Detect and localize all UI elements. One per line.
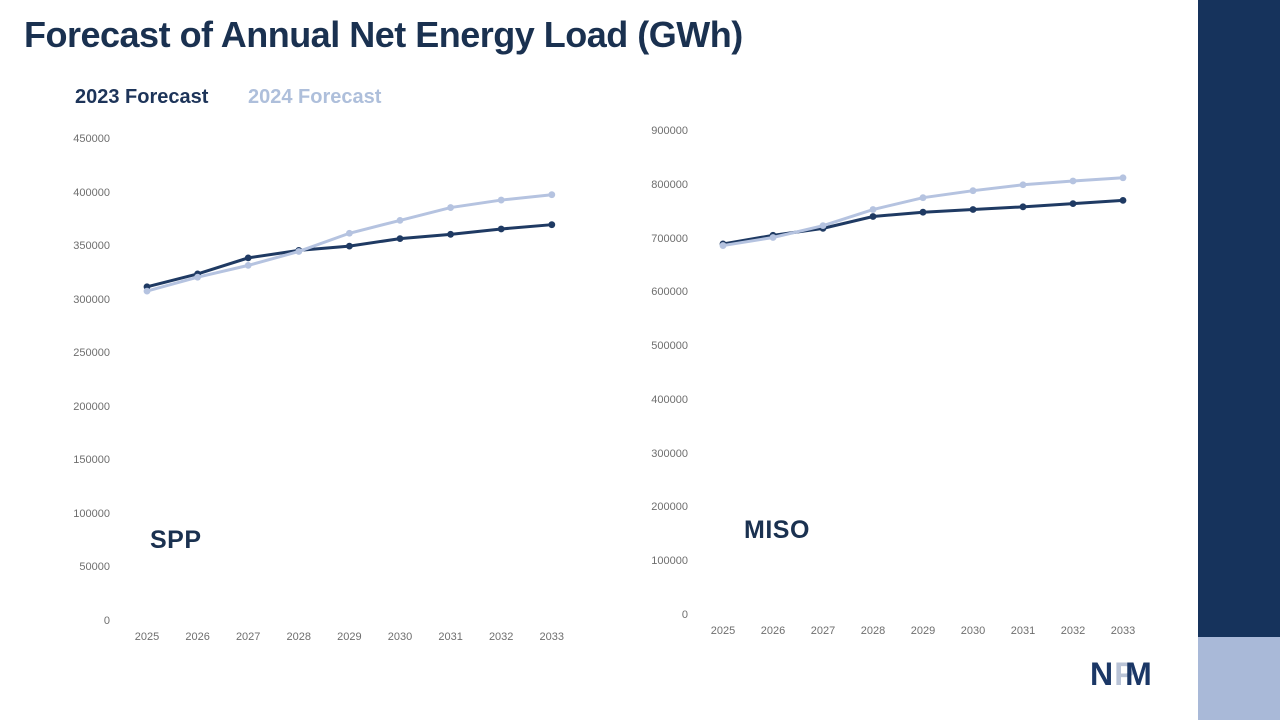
- data-point: [969, 187, 977, 195]
- data-point: [447, 230, 454, 238]
- chart-miso: 0 100000 200000 300000 400000 500000 600000 700…: [636, 125, 1181, 670]
- x-axis-tick-label: 2030: [960, 625, 986, 637]
- y-axis-tick-label: 0: [103, 615, 110, 627]
- x-axis-tick-label: 2033: [1110, 625, 1136, 637]
- data-point: [244, 261, 252, 269]
- x-axis-tick-label: 2032: [488, 631, 514, 643]
- data-point: [1019, 203, 1027, 211]
- logo-letter-n: N: [1090, 656, 1113, 692]
- miso-line-plot: [719, 174, 1127, 249]
- data-point: [1069, 200, 1077, 207]
- data-point: [1119, 196, 1127, 204]
- y-axis-tick-label: 150000: [73, 454, 110, 467]
- chart-spp: 0 50000 100000 150000 200000 250000 300000 3500…: [60, 125, 605, 670]
- x-axis-tick-label: 2031: [1010, 625, 1036, 637]
- data-point: [869, 206, 877, 213]
- legend-item-2024-forecast: 2024 Forecast: [247, 86, 382, 108]
- x-axis-tick-label: 2033: [539, 631, 565, 643]
- x-axis-tick-label: 2025: [710, 625, 736, 637]
- x-axis-tick-label: 2027: [235, 631, 261, 643]
- y-axis-tick-label: 300000: [651, 447, 688, 460]
- y-axis-tick-label: 400000: [651, 393, 688, 406]
- miso-region-label: MISO: [744, 516, 810, 544]
- npm-logo: N P M: [1090, 656, 1152, 692]
- logo-letter-m: M: [1125, 656, 1152, 692]
- data-point: [548, 191, 556, 199]
- y-axis-tick-label: 800000: [651, 178, 688, 191]
- y-axis-tick-label: 50000: [79, 561, 110, 574]
- data-point: [295, 248, 303, 255]
- logo-letter-p: P: [1114, 656, 1135, 692]
- x-axis-tick-label: 2028: [860, 625, 886, 637]
- y-axis-tick-label: 250000: [73, 347, 110, 360]
- data-point: [1019, 181, 1027, 189]
- y-axis-tick-label: 100000: [651, 555, 688, 568]
- data-point: [346, 242, 353, 250]
- x-axis-tick-label: 2026: [760, 625, 786, 637]
- data-point: [919, 208, 927, 216]
- data-point: [497, 225, 505, 233]
- data-point: [969, 206, 977, 213]
- spp-line-plot: [143, 191, 556, 295]
- data-point: [919, 194, 927, 202]
- data-point: [244, 254, 252, 262]
- y-axis-tick-label: 100000: [73, 507, 110, 520]
- series-line-2023: [721, 198, 1125, 246]
- y-axis-tick-label: 400000: [73, 186, 110, 199]
- data-point: [396, 217, 404, 224]
- data-point: [769, 234, 777, 241]
- x-axis-tick-label: 2029: [910, 625, 936, 637]
- data-point: [497, 196, 505, 204]
- x-axis-tick-label: 2032: [1060, 625, 1086, 637]
- data-point: [819, 222, 827, 230]
- accent-bar-dark: [1198, 0, 1280, 637]
- data-point: [194, 273, 202, 281]
- data-point: [447, 204, 454, 211]
- data-point: [346, 229, 353, 237]
- data-point: [396, 235, 404, 243]
- x-axis-tick-label: 2029: [337, 631, 362, 643]
- x-axis-tick-label: 2028: [286, 631, 312, 643]
- spp-region-label: SPP: [150, 526, 202, 554]
- x-axis-tick-label: 2026: [185, 631, 210, 643]
- data-point: [143, 287, 151, 295]
- data-point: [1069, 177, 1077, 185]
- y-axis-tick-label: 900000: [651, 125, 688, 137]
- x-axis-tick-label: 2030: [387, 631, 413, 643]
- y-axis-tick-label: 200000: [73, 400, 110, 413]
- y-axis-tick-label: 600000: [651, 286, 688, 299]
- data-point: [548, 221, 556, 229]
- y-axis-tick-label: 500000: [651, 340, 688, 353]
- y-axis-tick-label: 200000: [651, 501, 688, 514]
- data-point: [869, 213, 877, 220]
- y-axis-tick-label: 700000: [651, 232, 688, 245]
- data-point: [719, 242, 727, 249]
- x-axis-tick-label: 2027: [810, 625, 836, 637]
- legend-item-2023-forecast: 2023 Forecast: [75, 86, 209, 108]
- y-axis-tick-label: 450000: [73, 133, 110, 145]
- y-axis-tick-label: 350000: [73, 240, 110, 253]
- x-axis-tick-label: 2031: [438, 631, 463, 643]
- y-axis-tick-label: 0: [681, 609, 688, 621]
- x-axis-tick-label: 2025: [134, 631, 160, 643]
- page-title: Forecast of Annual Net Energy Load (GWh): [24, 14, 743, 55]
- chart-legend: 2023 Forecast 2024 Forecast: [75, 86, 415, 109]
- y-axis-tick-label: 300000: [73, 293, 110, 306]
- data-point: [1119, 174, 1127, 182]
- accent-bar-light: [1198, 637, 1280, 720]
